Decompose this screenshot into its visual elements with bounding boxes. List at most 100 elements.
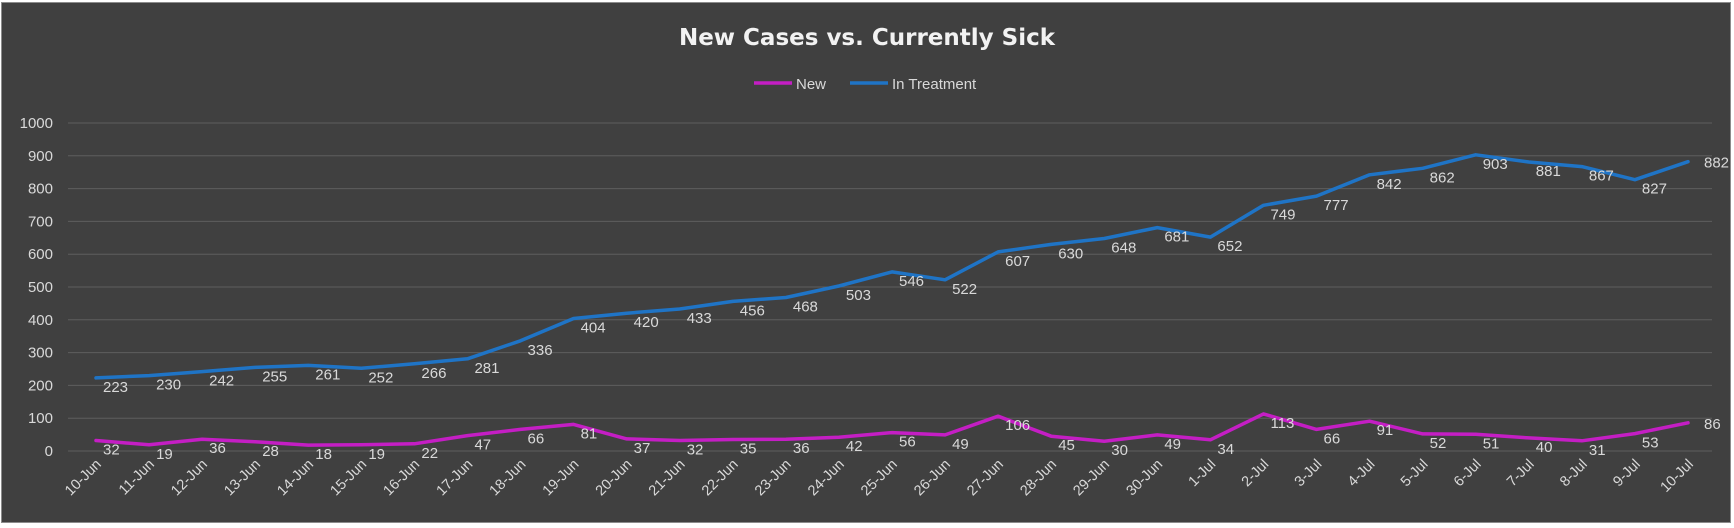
data-label: 36 [209,440,226,457]
x-tick-label: 1-Jul [1186,457,1220,491]
data-label: 37 [634,440,651,457]
chart-legend: New In Treatment [754,76,977,93]
data-label: 32 [103,442,120,459]
series-line-new [94,412,1690,447]
data-label: 86 [1704,416,1721,433]
data-label: 827 [1642,181,1667,198]
data-label: 106 [1005,417,1030,434]
x-tick-label: 12-Jun [168,457,211,500]
y-axis: 0 100 200 300 400 500 600 700 800 900 1000 [20,115,53,460]
x-tick-label: 20-Jun [593,457,636,500]
data-label: 862 [1430,169,1455,186]
x-tick-label: 16-Jun [381,457,424,500]
x-tick-label: 25-Jun [858,457,901,500]
y-tick-label: 600 [28,246,53,263]
data-label: 49 [952,436,969,453]
x-tick-label: 2-Jul [1239,457,1273,491]
data-label: 230 [156,377,181,394]
data-label: 35 [740,441,757,458]
data-label: 607 [1005,253,1030,270]
x-tick-label: 23-Jun [752,457,795,500]
legend-label-new: New [796,76,826,93]
data-label: 32 [687,442,704,459]
data-label: 22 [421,445,438,462]
data-label: 336 [528,342,553,359]
y-tick-label: 800 [28,181,53,198]
data-label: 630 [1058,245,1083,262]
x-tick-label: 22-Jun [699,457,742,500]
y-tick-label: 0 [45,443,53,460]
data-label: 40 [1536,439,1553,456]
series-lines [94,153,1690,447]
y-tick-label: 1000 [20,115,53,132]
data-label: 66 [528,430,545,447]
data-label: 903 [1483,156,1508,173]
x-tick-label: 24-Jun [805,457,848,500]
x-tick-label: 5-Jul [1398,457,1432,491]
data-label: 749 [1270,206,1295,223]
data-label: 881 [1536,163,1561,180]
data-label: 19 [368,446,385,463]
data-label: 281 [474,360,499,377]
data-label: 420 [634,314,659,331]
series-line-in-treatment [94,153,1690,380]
x-tick-label: 27-Jun [964,457,1007,500]
data-label: 81 [581,425,598,442]
x-tick-label: 9-Jul [1610,457,1644,491]
data-label: 30 [1111,442,1128,459]
x-tick-label: 29-Jun [1070,457,1113,500]
data-label: 266 [421,365,446,382]
data-label: 433 [687,310,712,327]
x-tick-label: 28-Jun [1017,457,1060,500]
data-label: 52 [1430,435,1447,452]
data-label: 456 [740,302,765,319]
chart-title: New Cases vs. Currently Sick [679,25,1056,51]
data-label: 42 [846,438,863,455]
data-label: 255 [262,368,287,385]
data-label: 91 [1377,422,1394,439]
y-tick-label: 100 [28,410,53,427]
data-label: 53 [1642,435,1659,452]
x-tick-label: 14-Jun [274,457,317,500]
x-tick-label: 26-Jun [911,457,954,500]
data-label: 36 [793,440,810,457]
data-label: 546 [899,273,924,290]
data-label: 47 [474,437,491,454]
x-tick-label: 7-Jul [1504,457,1538,491]
line-chart: New Cases vs. Currently Sick New In Trea… [20,25,1729,500]
x-tick-label: 10-Jul [1658,457,1697,496]
data-label: 51 [1483,435,1500,452]
data-label: 777 [1324,197,1349,214]
x-tick-label: 19-Jun [540,457,583,500]
data-label: 113 [1270,415,1294,432]
data-label: 223 [103,379,128,396]
data-label: 867 [1589,168,1614,185]
x-tick-label: 21-Jun [646,457,689,500]
y-tick-label: 700 [28,213,53,230]
x-tick-label: 30-Jun [1123,457,1166,500]
data-label: 45 [1058,437,1075,454]
data-label: 66 [1324,430,1341,447]
x-tick-label: 10-Jun [62,457,105,500]
x-tick-label: 15-Jun [327,457,370,500]
data-labels: 32 19 36 28 18 19 22 47 66 81 37 32 35 36 42 56 49 106 45 3… [103,155,1729,463]
data-label: 49 [1164,436,1181,453]
data-label: 19 [156,446,173,463]
x-tick-label: 8-Jul [1557,457,1591,491]
data-label: 252 [368,369,393,386]
data-label: 242 [209,373,234,390]
data-label: 56 [899,434,916,451]
data-label: 261 [315,366,340,383]
data-label: 681 [1164,229,1189,246]
data-label: 34 [1217,441,1234,458]
x-axis: 10-Jun 11-Jun 12-Jun 13-Jun 14-Jun 15-Jun 16-J… [62,457,1697,500]
y-tick-label: 300 [28,345,53,362]
data-label: 468 [793,298,818,315]
data-label: 503 [846,287,871,304]
x-tick-label: 18-Jun [487,457,530,500]
legend-label-in-treatment: In Treatment [892,76,977,93]
x-tick-label: 3-Jul [1292,457,1326,491]
x-tick-label: 4-Jul [1345,457,1379,491]
data-label: 652 [1217,238,1242,255]
